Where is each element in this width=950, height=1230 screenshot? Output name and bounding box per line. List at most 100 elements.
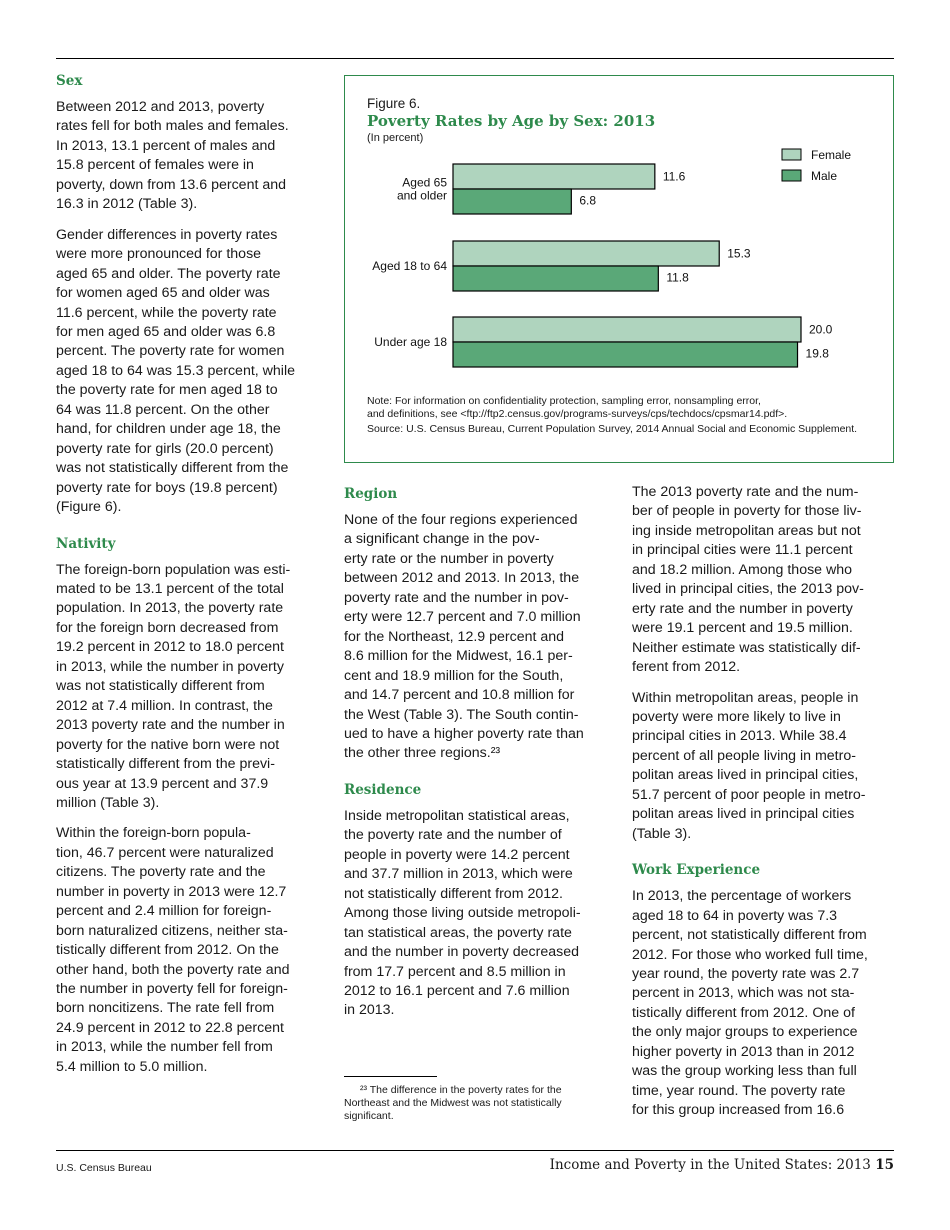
figure-6: Figure 6. Poverty Rates by Age by Sex: 2… xyxy=(344,75,894,463)
legend-swatch-female xyxy=(781,148,802,161)
text-line: 5.4 million to 5.0 million. xyxy=(56,1058,208,1075)
text-line: erty rate and the number in poverty xyxy=(632,600,853,617)
footer-report-title: Income and Poverty in the United States:… xyxy=(549,1157,871,1173)
text-line: was not statistically different from xyxy=(56,678,265,695)
figure-note-2: and definitions, see <ftp://ftp2.census.… xyxy=(367,408,788,420)
text-line: time, year round. The poverty rate xyxy=(632,1082,846,1099)
paragraph: In 2013, the percentage of workers aged 1… xyxy=(632,887,902,1120)
text-line: born naturalized citizens, neither sta- xyxy=(56,922,288,939)
text-line: tistically different from 2012. One of xyxy=(632,1004,855,1021)
text-line: The foreign-born population was esti- xyxy=(56,561,291,578)
text-line: poverty rate for girls (20.0 percent) xyxy=(56,440,274,457)
footnote-line: significant. xyxy=(344,1110,394,1122)
text-line: from 17.7 percent and 8.5 million in xyxy=(344,963,566,980)
text-line: hand, for children under age 18, the xyxy=(56,421,281,438)
text-line: and 14.7 percent and 10.8 million for xyxy=(344,687,575,704)
bar-value-label: 20.0 xyxy=(809,323,833,337)
text-line: between 2012 and 2013. In 2013, the xyxy=(344,570,580,587)
text-line: percent. The poverty rate for women xyxy=(56,343,285,360)
bar-value-label: 11.6 xyxy=(663,170,686,184)
text-line: the number in poverty fell for foreign- xyxy=(56,981,288,998)
text-line: cent and 18.9 million for the South, xyxy=(344,667,564,684)
footer-title: Income and Poverty in the United States:… xyxy=(550,1157,894,1173)
text-line: principal cities in 2013. While 38.4 xyxy=(632,728,847,745)
right-column: The 2013 poverty rate and the num-ber of… xyxy=(632,483,902,1132)
text-line: percent of all people living in metro- xyxy=(632,747,856,764)
bar-female xyxy=(452,163,656,190)
paragraph: Inside metropolitan statistical areas, th… xyxy=(344,807,614,1021)
text-line: born noncitizens. The rate fell from xyxy=(56,1000,275,1017)
text-line: for men aged 65 and older was 6.8 xyxy=(56,323,276,340)
text-line: 2012 to 16.1 percent and 7.6 million xyxy=(344,982,570,999)
text-line: statistically different from the previ- xyxy=(56,756,275,773)
text-line: population. In 2013, the poverty rate xyxy=(56,600,284,617)
text-line: erty rate or the number in poverty xyxy=(344,550,554,567)
bar-male xyxy=(452,188,572,215)
legend-swatch-male xyxy=(781,169,802,182)
paragraph: Between 2012 and 2013, poverty rates fell… xyxy=(56,98,326,215)
bar-value-label: 15.3 xyxy=(727,247,751,261)
text-line: poverty, down from 13.6 percent and xyxy=(56,176,287,193)
category-label: Aged 18 to 64 xyxy=(372,259,447,273)
text-line: was not statistically different from the xyxy=(56,460,289,477)
paragraph: Within the foreign-born popula-tion, 46.… xyxy=(56,824,326,1077)
text-line: percent and 2.4 million for foreign- xyxy=(56,903,272,920)
legend-label: Male xyxy=(811,169,837,183)
text-line: rates fell for both males and females. xyxy=(56,118,289,135)
bar-female xyxy=(452,240,720,267)
text-line: in 2013, while the number in poverty xyxy=(56,658,284,675)
text-line: Among those living outside metropoli- xyxy=(344,905,581,922)
section-heading: Residence xyxy=(344,781,422,798)
text-line: citizens. The poverty rate and the xyxy=(56,864,266,881)
text-line: (Table 3). xyxy=(632,825,692,842)
text-line: and 37.7 million in 2013, which were xyxy=(344,866,573,883)
top-rule xyxy=(56,58,894,59)
text-line: the West (Table 3). The South contin- xyxy=(344,706,579,723)
page-number: 15 xyxy=(875,1157,894,1173)
footer-agency: U.S. Census Bureau xyxy=(56,1162,152,1174)
text-line: people in poverty were 14.2 percent xyxy=(344,846,570,863)
footnote-rule xyxy=(344,1076,437,1077)
paragraph: The foreign-born population was esti-mat… xyxy=(56,561,326,814)
text-line: aged 65 and older. The poverty rate xyxy=(56,265,281,282)
text-line: poverty for the native born were not xyxy=(56,736,280,753)
text-line: for the foreign born decreased from xyxy=(56,619,279,636)
text-line: lived in principal cities, the 2013 pov- xyxy=(632,581,864,598)
text-line: poverty rate and the number in pov- xyxy=(344,589,569,606)
paragraph: The 2013 poverty rate and the num-ber of… xyxy=(632,483,902,678)
footnote-line: Northeast and the Midwest was not statis… xyxy=(344,1097,562,1109)
text-line: Within the foreign-born popula- xyxy=(56,825,251,842)
section-heading: Region xyxy=(344,486,398,502)
category-label: Aged 65 xyxy=(402,176,447,190)
text-line: politan areas lived in principal cities xyxy=(632,806,855,823)
text-line: a significant change in the pov- xyxy=(344,531,540,548)
text-line: in 2013. xyxy=(344,1002,395,1019)
text-line: the other three regions.²³ xyxy=(344,745,501,762)
text-line: percent, not statistically different fro… xyxy=(632,927,867,944)
text-line: not statistically different from 2012. xyxy=(344,885,563,902)
section-heading: Sex xyxy=(56,73,83,89)
text-line: were more pronounced for those xyxy=(56,246,262,263)
paragraph: Within metropolitan areas, people in pove… xyxy=(632,689,902,845)
text-line: The 2013 poverty rate and the num- xyxy=(632,484,859,500)
figure-title: Poverty Rates by Age by Sex: 2013 xyxy=(367,112,656,130)
text-line: for women aged 65 and older was xyxy=(56,285,270,302)
bar-female xyxy=(452,316,802,343)
bottom-rule xyxy=(56,1150,894,1151)
text-line: tan statistical areas, the poverty rate xyxy=(344,924,572,941)
text-line: ous year at 13.9 percent and 37.9 xyxy=(56,775,269,792)
text-line: for this group increased from 16.6 xyxy=(632,1102,845,1119)
text-line: poverty were more likely to live in xyxy=(632,708,841,725)
text-line: in principal cities were 11.1 percent xyxy=(632,542,853,559)
category-label: Under age 18 xyxy=(374,335,447,349)
text-line: higher poverty in 2013 than in 2012 xyxy=(632,1043,855,1060)
bar-value-label: 19.8 xyxy=(806,347,830,361)
bar-male xyxy=(452,341,799,368)
text-line: 24.9 percent in 2012 to 22.8 percent xyxy=(56,1019,284,1036)
text-line: and the number in poverty decreased xyxy=(344,944,580,961)
paragraph: Gender differences in poverty rates were … xyxy=(56,226,326,518)
text-line: 64 was 11.8 percent. On the other xyxy=(56,401,270,418)
text-line: for the Northeast, 12.9 percent and xyxy=(344,628,565,645)
text-line: tistically different from 2012. On the xyxy=(56,942,279,959)
